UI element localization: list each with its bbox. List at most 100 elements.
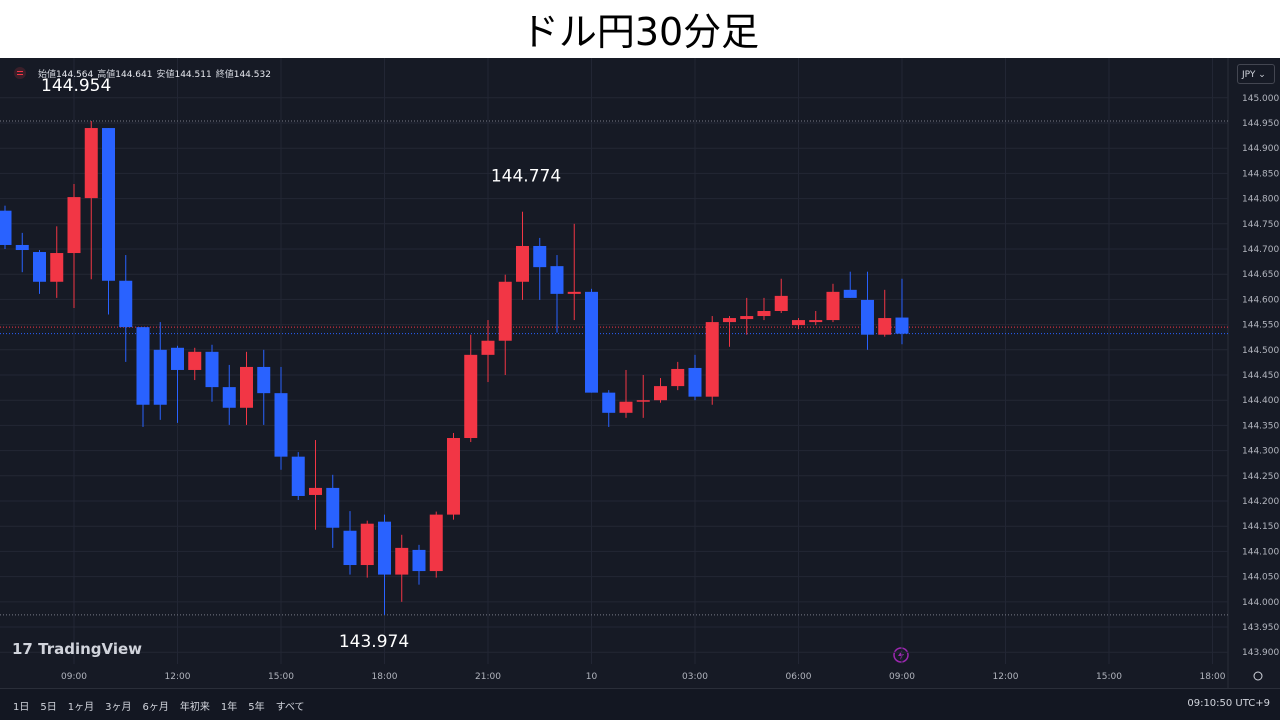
ohlc-item: 終値144.532 <box>216 67 271 80</box>
candle <box>84 120 98 280</box>
candle-body <box>791 320 805 326</box>
annotation: 144.774 <box>491 167 561 187</box>
y-tick-label: 144.250 <box>1242 472 1279 482</box>
range-button[interactable]: すべて <box>275 702 305 713</box>
range-button[interactable]: 5日 <box>40 702 57 713</box>
candle <box>619 369 633 418</box>
candle <box>446 432 460 520</box>
candle <box>222 364 236 425</box>
logo[interactable]: 17 TradingView <box>12 640 142 658</box>
candle <box>705 316 719 405</box>
candle <box>584 288 598 393</box>
x-tick-label: 12:00 <box>165 672 191 682</box>
y-tick-label: 144.050 <box>1242 573 1279 583</box>
candle <box>50 226 64 298</box>
y-tick-label: 144.300 <box>1242 447 1279 457</box>
candle-body <box>446 438 460 515</box>
range-button[interactable]: 1年 <box>220 702 238 713</box>
range-button[interactable]: 年初来 <box>179 702 210 713</box>
candle <box>464 334 478 443</box>
ohlc-label: 終値 <box>215 70 234 80</box>
candle <box>377 514 391 615</box>
candle <box>136 327 150 427</box>
candle-body <box>205 351 219 388</box>
y-tick-label: 145.000 <box>1242 94 1279 104</box>
annotation: 144.954 <box>41 76 111 96</box>
candle-body <box>67 197 81 254</box>
y-tick-label: 144.100 <box>1242 547 1279 557</box>
clock: 09:10:50 UTC+9 <box>1187 698 1270 709</box>
candle-body <box>584 291 598 393</box>
candle <box>688 354 702 401</box>
candle <box>153 322 167 420</box>
y-tick-label: 144.700 <box>1242 245 1279 255</box>
range-button[interactable]: 1日 <box>13 702 30 713</box>
y-tick-label: 144.000 <box>1242 598 1279 608</box>
currency: JPY <box>1242 70 1256 80</box>
x-tick-label: 18:00 <box>372 672 398 682</box>
candle-body <box>550 266 564 294</box>
candle <box>343 511 357 575</box>
ohlc-value: 144.641 <box>115 70 153 80</box>
candle <box>809 310 823 326</box>
candle-body <box>15 244 29 251</box>
candle <box>33 250 47 294</box>
candle <box>395 534 409 602</box>
candle <box>722 316 736 347</box>
candle-body <box>308 487 322 495</box>
candle-body <box>757 310 771 317</box>
candle-body <box>291 456 305 496</box>
candle-body <box>671 368 685 387</box>
y-tick-label: 144.400 <box>1242 396 1279 406</box>
chart-background <box>0 58 1280 688</box>
y-tick-label: 143.950 <box>1242 623 1279 633</box>
logo-text: TradingView <box>38 640 143 658</box>
x-tick-label: 15:00 <box>268 672 294 682</box>
candle-body <box>464 354 478 439</box>
candle <box>15 232 29 273</box>
candle <box>533 237 547 300</box>
candle <box>291 452 305 501</box>
candle <box>102 128 116 315</box>
candle <box>636 375 650 418</box>
candle <box>188 347 202 381</box>
y-tick-label: 144.200 <box>1242 497 1279 507</box>
candle-body <box>619 401 633 413</box>
candle <box>895 278 909 345</box>
y-tick-label: 144.450 <box>1242 371 1279 381</box>
range-button[interactable]: 5年 <box>248 702 265 713</box>
range-button[interactable]: 6ヶ月 <box>142 702 169 713</box>
ohlc-item: 安値144.511 <box>156 67 211 80</box>
currency-select[interactable]: JPY ⌄ <box>1237 64 1275 84</box>
candle <box>878 289 892 337</box>
candle <box>498 274 512 376</box>
y-tick-label: 144.600 <box>1242 295 1279 305</box>
candle <box>257 349 271 425</box>
candle <box>843 271 857 298</box>
y-tick-label: 144.650 <box>1242 270 1279 280</box>
y-tick-label: 144.550 <box>1242 321 1279 331</box>
ohlc-label: 高値 <box>97 70 116 80</box>
y-tick-label: 144.750 <box>1242 220 1279 230</box>
ohlc-label: 安値 <box>156 70 175 80</box>
x-tick-label: 21:00 <box>475 672 501 682</box>
candle-body <box>705 322 719 397</box>
candle-body <box>878 318 892 335</box>
candle <box>67 183 81 308</box>
x-tick-label: 10 <box>586 672 598 682</box>
candle-body <box>239 366 253 408</box>
candle-body <box>84 128 98 199</box>
y-tick-label: 144.350 <box>1242 421 1279 431</box>
candle-body <box>515 245 529 282</box>
range-button[interactable]: 3ヶ月 <box>105 702 132 713</box>
y-tick-label: 144.900 <box>1242 144 1279 154</box>
candle <box>274 366 288 470</box>
candle-body <box>377 521 391 575</box>
candle-body <box>653 386 667 401</box>
candle-body <box>722 318 736 323</box>
logo-mark: 17 <box>12 640 39 658</box>
candle-body <box>50 253 64 282</box>
range-button[interactable]: 1ヶ月 <box>67 702 95 713</box>
candle-body <box>602 392 616 413</box>
